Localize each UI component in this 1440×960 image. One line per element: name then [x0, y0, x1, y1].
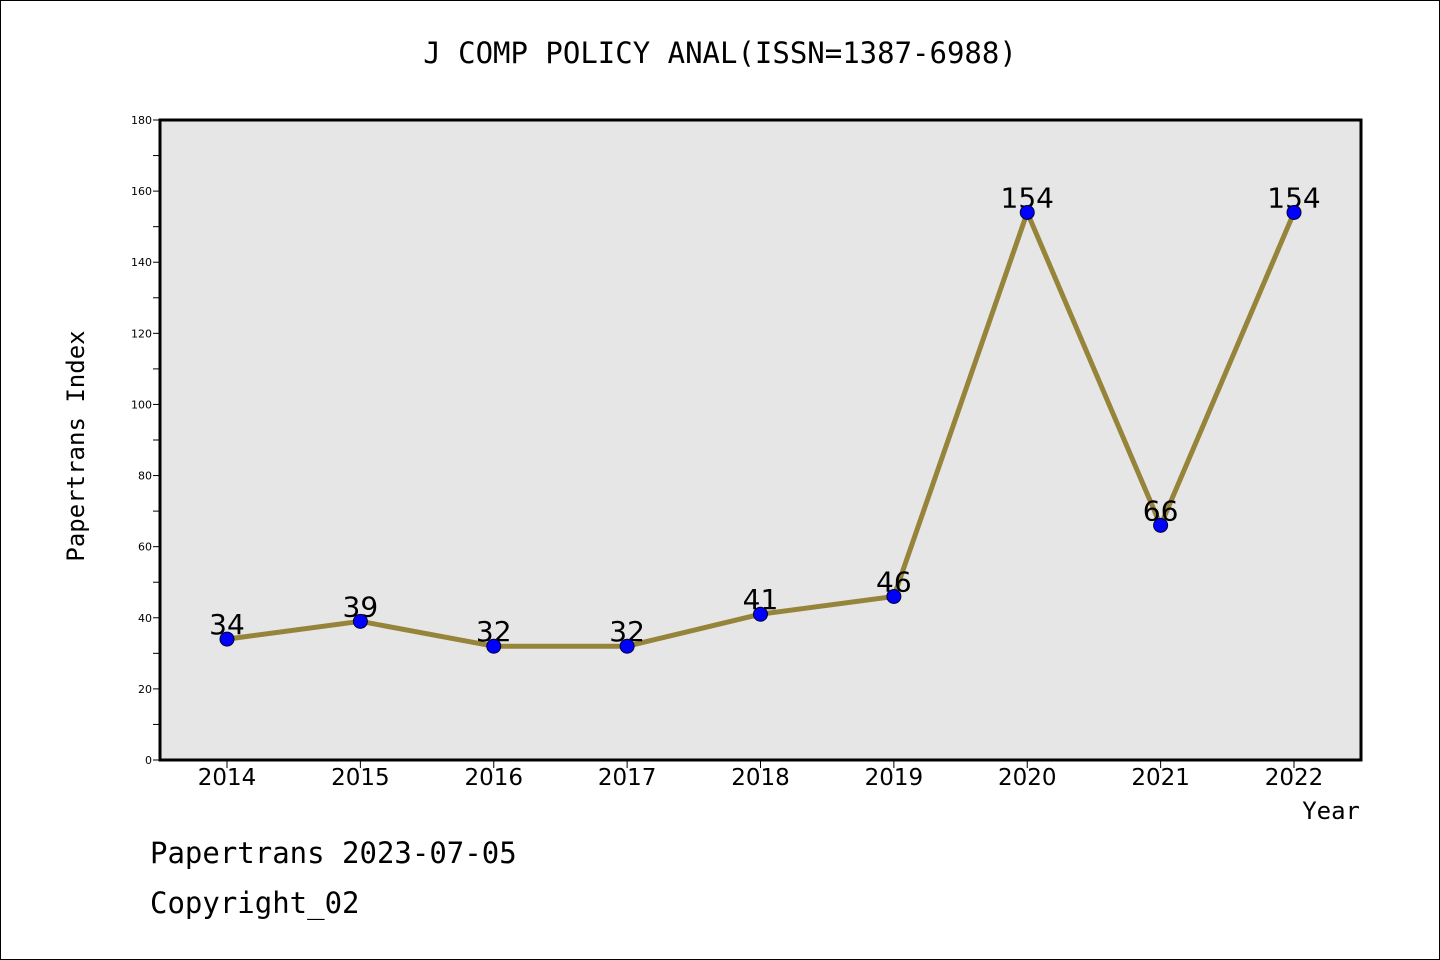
y-tick-label: 40 [138, 612, 152, 625]
x-tick-label: 2014 [198, 765, 257, 791]
y-tick-label: 60 [138, 541, 152, 554]
data-point [753, 606, 768, 622]
data-point [352, 613, 368, 629]
x-tick-label: 2015 [331, 765, 390, 791]
plot-border [158, 118, 1363, 762]
data-point [219, 631, 235, 647]
footer-copyright: Copyright_02 [150, 886, 360, 920]
y-tick-label: 100 [131, 398, 152, 411]
y-tick-label: 180 [131, 114, 152, 127]
x-tick-label: 2021 [1131, 765, 1190, 791]
x-tick-label: 2018 [731, 765, 790, 791]
data-markers [219, 204, 1302, 654]
y-tick-label: 80 [138, 470, 152, 483]
y-tick-label: 20 [138, 683, 152, 696]
x-tick-label: 2022 [1265, 765, 1324, 791]
x-tick-label: 2019 [865, 765, 924, 791]
data-point [486, 638, 502, 654]
y-tick-label: 0 [145, 754, 152, 767]
data-point [619, 638, 635, 654]
x-tick-label: 2016 [464, 765, 523, 791]
x-axis-label: Year [1302, 797, 1360, 825]
data-point [1286, 204, 1302, 220]
y-axis: 0 20 40 60 80 100 120 140 160 180 [131, 114, 160, 767]
y-tick-label: 160 [131, 185, 152, 198]
footer-date: Papertrans 2023-07-05 [150, 836, 517, 870]
y-tick-label: 140 [131, 256, 152, 269]
x-tick-label: 2020 [998, 765, 1057, 791]
data-point [886, 588, 902, 604]
x-tick-label: 2017 [598, 765, 657, 791]
plot-background [160, 120, 1361, 760]
y-axis-label: Papertrans Index [62, 330, 90, 562]
x-axis: 2014 2015 2016 2017 2018 2019 2020 2021 2022 [198, 760, 1324, 791]
chart-title: J COMP POLICY ANAL(ISSN=1387-6988) [423, 36, 1017, 70]
y-tick-label: 120 [131, 327, 152, 340]
data-point [1019, 204, 1035, 220]
data-point [1153, 517, 1169, 533]
